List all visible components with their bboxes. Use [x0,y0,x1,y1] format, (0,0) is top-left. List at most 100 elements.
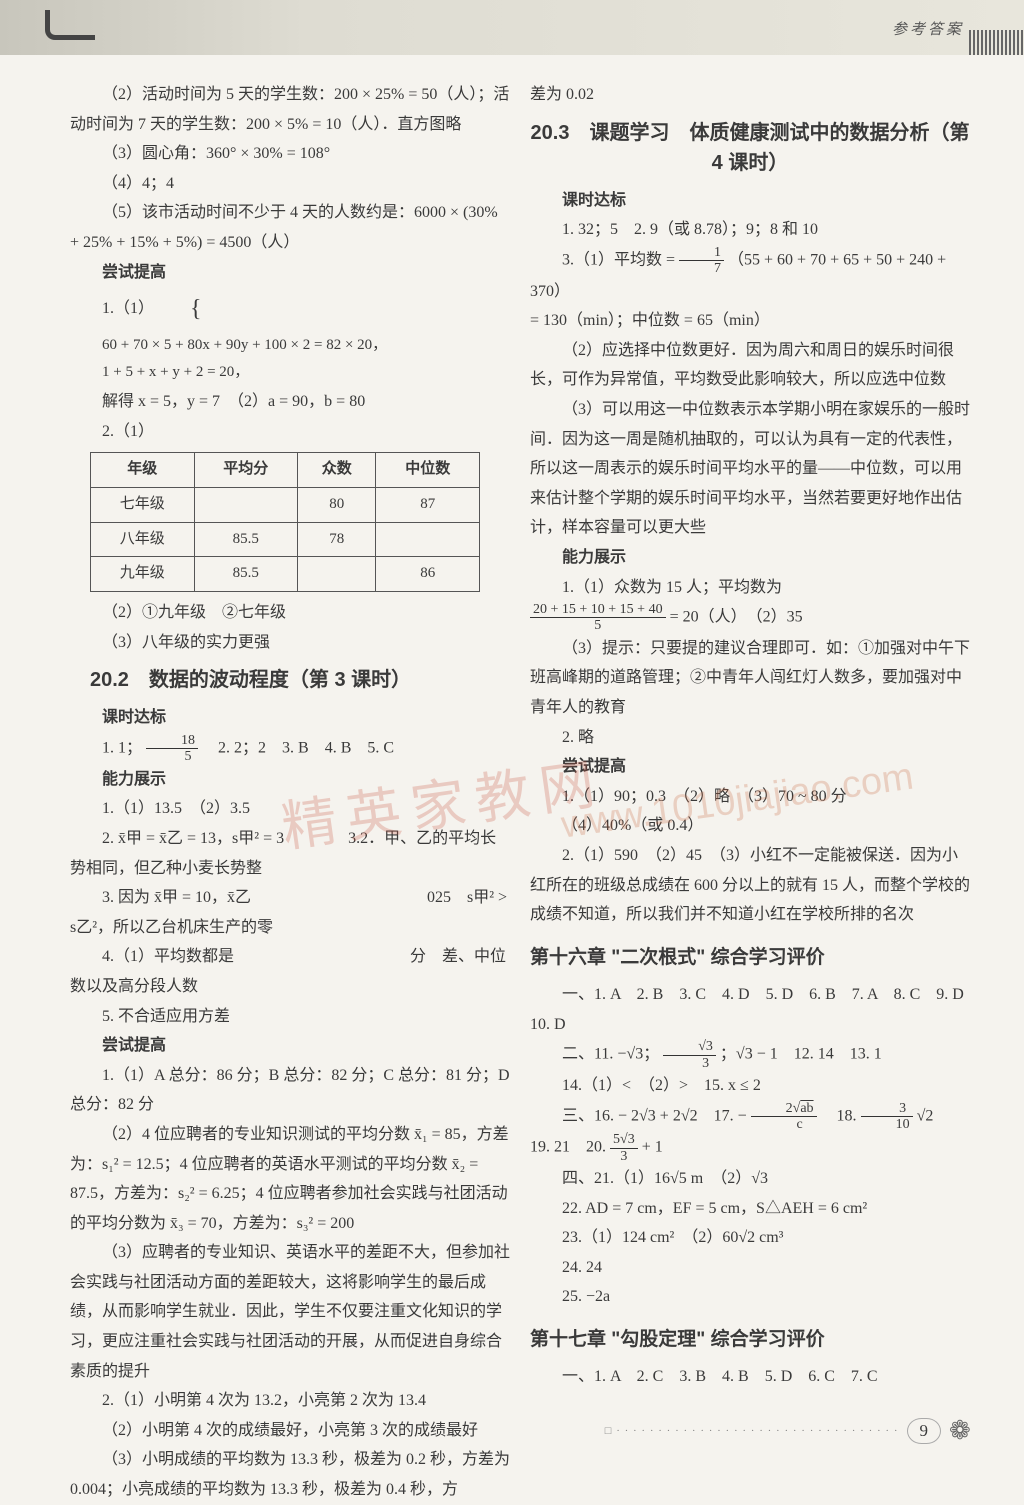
text: 3. 因为 x̄甲 = 10，x̄乙 025 s甲² > s乙²，所以乙台机床生… [70,883,510,942]
text: 2.（1） [70,417,510,447]
text: 1. 32；5 2. 9（或 8.78）；9；8 和 10 [530,215,970,245]
text: （2）活动时间为 5 天的学生数：200 × 25% = 50（人）；活动时间为… [70,80,510,139]
text: （4）4；4 [70,169,510,199]
page-footer: □ · · · · · · · · · · · · · · · · · · · … [605,1416,979,1446]
text: （3）圆心角：360° × 30% = 108° [70,139,510,169]
text: + 1 [642,1139,663,1156]
table-header: 众数 [298,453,376,488]
grade-table: 年级 平均分 众数 中位数 七年级 80 87 八年级 85.5 78 九年级 … [90,452,480,592]
table-header: 中位数 [376,453,480,488]
text: （2）应选择中位数更好．因为周六和周日的娱乐时间很长，可作为异常值，平均数受此影… [530,336,970,395]
text: 2. 2；2 3. B 4. B 5. C [202,740,394,757]
text: 14.（1）< （2）> 15. x ≤ 2 [530,1071,970,1101]
text: 23.（1）124 cm² （2）60√2 cm³ [530,1223,970,1253]
subheading: 课时达标 [530,186,970,216]
table-row: 七年级 80 87 [91,487,480,522]
text: 24. 24 [530,1253,970,1283]
page-header: 参考答案 [0,0,1024,55]
text: （4）40%（或 0.4） [530,811,970,841]
text: 一、1. A 2. B 3. C 4. D 5. D 6. B 7. A 8. … [530,980,970,1039]
footer-dots: □ · · · · · · · · · · · · · · · · · · · … [605,1425,899,1437]
table-cell: 78 [298,522,376,557]
text: 1 + 5 + x + y + 2 = 20， [70,359,387,387]
text: ；√3 − 1 12. 14 13. 1 [720,1046,882,1063]
table-cell: 86 [376,557,480,592]
fraction: √33 [663,1039,716,1071]
subheading: 尝试提高 [70,1031,510,1061]
text: 1.（1）众数为 15 人；平均数为 [530,573,970,603]
page-number: 9 [907,1418,942,1444]
text: 一、1. A 2. C 3. B 4. B 5. D 6. C 7. C [530,1362,970,1392]
section-heading: 20.2 数据的波动程度（第 3 课时） [70,665,510,695]
text: 二、11. −√3； √33 ；√3 − 1 12. 14 13. 1 [530,1039,970,1071]
text: 2.（1）小明第 4 次为 13.2，小亮第 2 次为 13.4 [70,1386,510,1416]
table-header: 平均分 [194,453,298,488]
text: （5）该市活动时间不少于 4 天的人数约是：6000 × (30% + 25% … [70,198,510,257]
table-cell [194,487,298,522]
table-header: 年级 [91,453,195,488]
text: 5. 不合适应用方差 [70,1002,510,1032]
text: 1. 1； [102,740,142,757]
subheading: 尝试提高 [530,752,970,782]
table-row: 年级 平均分 众数 中位数 [91,453,480,488]
text: 1.（1） { 60 + 70 × 5 + 80x + 90y + 100 × … [70,287,510,387]
table-cell: 85.5 [194,522,298,557]
text: 20 + 15 + 10 + 15 + 405 = 20（人） （2）35 [530,602,970,634]
text: 3.（1）平均数 = 17 （55 + 60 + 70 + 65 + 50 + … [530,245,970,306]
section-heading: 20.3 课题学习 体质健康测试中的数据分析（第 4 课时） [530,118,970,178]
table-cell: 80 [298,487,376,522]
corner-decoration [45,10,95,40]
fraction: 185 [146,733,198,765]
table-cell [298,557,376,592]
flower-icon: ❁ [949,1416,979,1446]
text: 1.（1） [102,300,154,317]
text: 25. −2a [530,1282,970,1312]
table-row: 八年级 85.5 78 [91,522,480,557]
text: （3）提示：只要提的建议合理即可．如：①加强对中午下班高峰期的道路管理；②中青年… [530,634,970,723]
text: 二、11. −√3； [562,1046,659,1063]
fraction: 2√abc [751,1101,817,1133]
text: 22. AD = 7 cm，EF = 5 cm，S△AEH = 6 cm² [530,1194,970,1224]
header-label: 参考答案 [892,18,964,39]
text: 1.（1）90；0.3 （2）略 （3）70 ~ 80 分 [530,782,970,812]
text: = 130（min）；中位数 = 65（min） [530,306,970,336]
text: 4.（1）平均数都是 分 差、中位数以及高分段人数 [70,942,510,1001]
text: （3）八年级的实力更强 [70,628,510,658]
text: √2 [917,1107,934,1124]
text: 2. x̄甲 = x̄乙 = 13，s甲² = 3 3.2．甲、乙的平均长势相同… [70,824,510,883]
fraction: 17 [679,245,724,277]
barcode-icon [969,30,1024,55]
table-cell: 九年级 [91,557,195,592]
text: = 20（人） （2）35 [670,609,803,626]
subheading: 尝试提高 [70,258,510,288]
text: 3.（1）平均数 = [562,251,679,268]
chapter-heading: 第十六章 "二次根式" 综合学习评价 [530,940,970,975]
text: 19. 21 20. [530,1139,610,1156]
text: （3）可以用这一中位数表示本学期小明在家娱乐的一般时间．因为这一周是随机抽取的，… [530,395,970,543]
text: 1.（1）13.5 （2）3.5 [70,794,510,824]
chapter-heading: 第十七章 "勾股定理" 综合学习评价 [530,1322,970,1357]
right-column: 差为 0.02 20.3 课题学习 体质健康测试中的数据分析（第 4 课时） 课… [530,80,970,1505]
text: （2）①九年级 ②七年级 [70,598,510,628]
main-content: （2）活动时间为 5 天的学生数：200 × 25% = 50（人）；活动时间为… [0,55,1024,1505]
fraction: 310 [861,1101,913,1133]
text: （3）小明成绩的平均数为 13.3 秒，极差为 0.2 秒，方差为 0.004；… [70,1445,510,1504]
text: 60 + 70 × 5 + 80x + 90y + 100 × 2 = 82 ×… [70,332,387,360]
subheading: 能力展示 [530,543,970,573]
table-cell: 87 [376,487,480,522]
text: （2）小明第 4 次的成绩最好，小亮第 3 次的成绩最好 [70,1416,510,1446]
table-cell: 八年级 [91,522,195,557]
text: 四、21.（1）16√5 m （2）√3 [530,1164,970,1194]
text: 三、16. − 2√3 + 2√2 17. − 2√abc 18. 310 √2 [530,1101,970,1133]
left-column: （2）活动时间为 5 天的学生数：200 × 25% = 50（人）；活动时间为… [70,80,510,1505]
subheading: 课时达标 [70,703,510,733]
text: 1. 1； 185 2. 2；2 3. B 4. B 5. C [70,733,510,765]
text: 三、16. − 2√3 + 2√2 17. − [562,1107,751,1124]
text: （2）4 位应聘者的专业知识测试的平均分数 x̄₁ = 85，方差为：s₁² =… [70,1120,510,1238]
table-cell: 85.5 [194,557,298,592]
text: 1.（1）A 总分：86 分；B 总分：82 分；C 总分：81 分；D 总分：… [70,1061,510,1120]
table-cell [376,522,480,557]
text: 解得 x = 5，y = 7 （2）a = 90，b = 80 [70,387,510,417]
text: 差为 0.02 [530,80,970,110]
table-row: 九年级 85.5 86 [91,557,480,592]
